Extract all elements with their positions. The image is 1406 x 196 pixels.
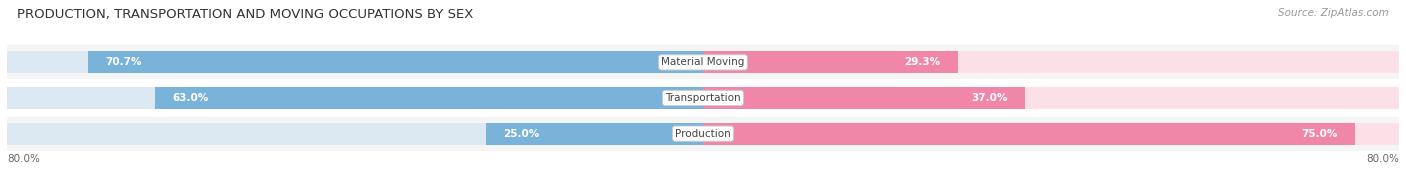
Bar	[703, 122, 1355, 145]
Bar	[155, 87, 703, 109]
Text: 29.3%: 29.3%	[904, 57, 941, 67]
Bar	[7, 80, 1399, 116]
Text: 37.0%: 37.0%	[972, 93, 1008, 103]
Bar	[7, 122, 703, 145]
Bar	[703, 87, 1399, 109]
Text: 25.0%: 25.0%	[503, 129, 538, 139]
Bar	[7, 44, 1399, 80]
Text: Source: ZipAtlas.com: Source: ZipAtlas.com	[1278, 8, 1389, 18]
Bar	[7, 87, 703, 109]
Text: PRODUCTION, TRANSPORTATION AND MOVING OCCUPATIONS BY SEX: PRODUCTION, TRANSPORTATION AND MOVING OC…	[17, 8, 474, 21]
Bar	[703, 51, 957, 74]
Bar	[703, 51, 1399, 74]
Text: 80.0%: 80.0%	[7, 154, 39, 164]
Bar	[7, 51, 703, 74]
Bar	[703, 122, 1399, 145]
Text: 75.0%: 75.0%	[1302, 129, 1339, 139]
Text: Production: Production	[675, 129, 731, 139]
Text: Material Moving: Material Moving	[661, 57, 745, 67]
Text: Transportation: Transportation	[665, 93, 741, 103]
Bar	[485, 122, 703, 145]
Text: 63.0%: 63.0%	[173, 93, 208, 103]
Bar	[703, 87, 1025, 109]
Bar	[7, 116, 1399, 152]
Text: 80.0%: 80.0%	[1367, 154, 1399, 164]
Bar	[89, 51, 703, 74]
Text: 70.7%: 70.7%	[105, 57, 142, 67]
